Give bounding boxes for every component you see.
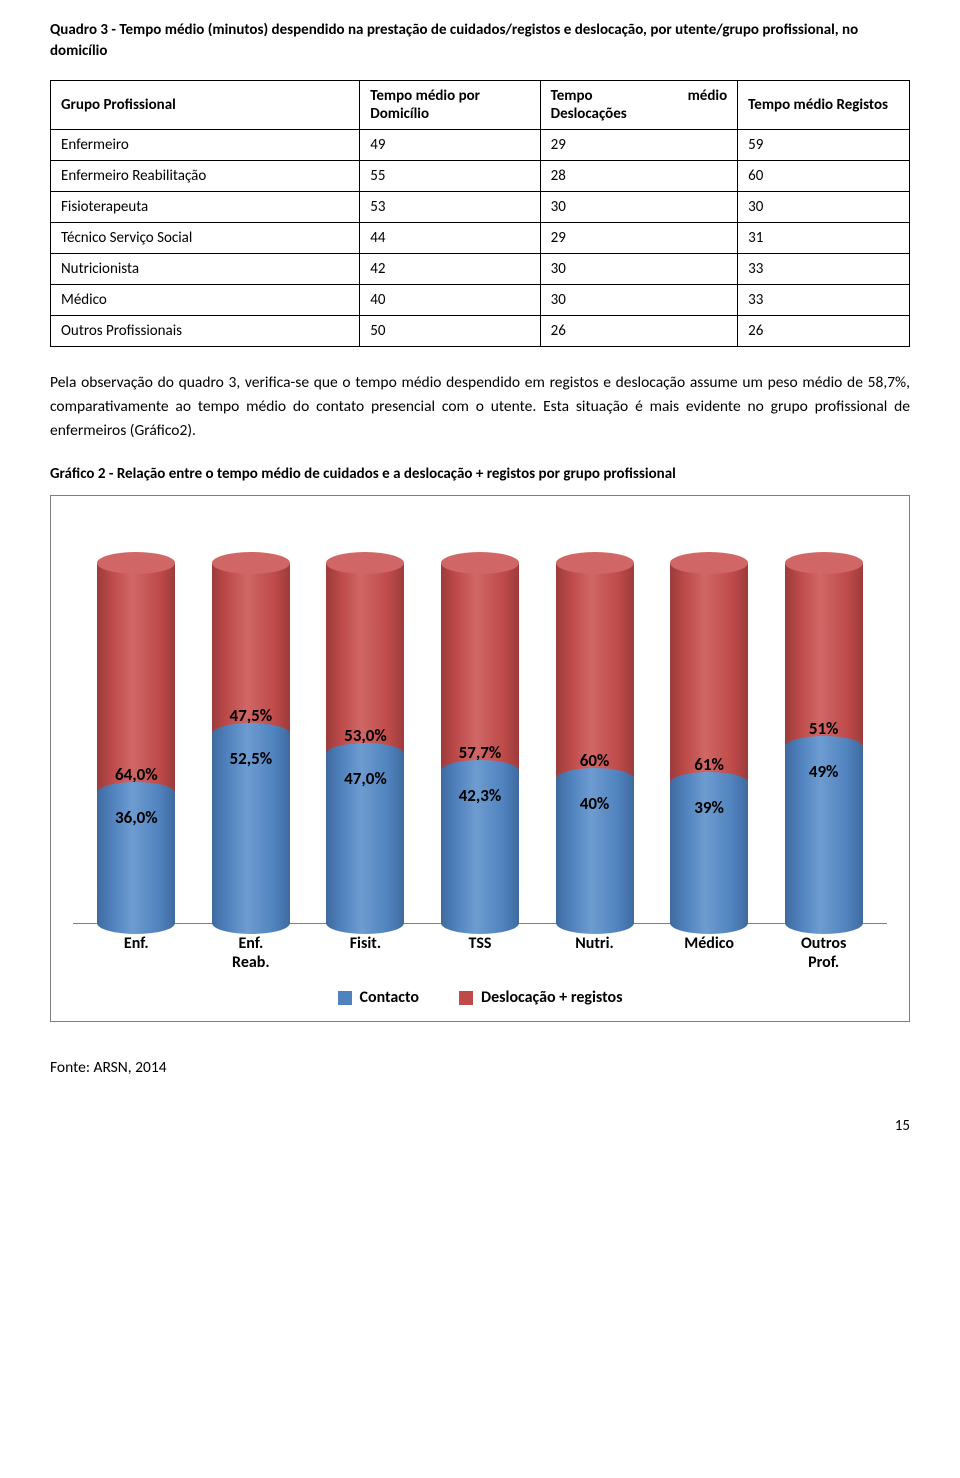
row-label: Técnico Serviço Social (51, 223, 360, 254)
bar-segment-contacto: 40% (556, 779, 634, 923)
legend-label-deslocacao: Deslocação + registos (481, 988, 623, 1007)
bar-segment-contacto: 36,0% (97, 793, 175, 923)
bar-segment-deslocacao: 64,0% (97, 563, 175, 793)
source-text: Fonte: ARSN, 2014 (50, 1058, 910, 1077)
x-axis-label: Fisit. (320, 934, 410, 972)
chart-container: 64,0% 36,0% 47,5% 52,5% 53,0% 47,0% 57,7% 42,3%… (50, 495, 910, 1022)
bar-label-contacto: 42,3% (441, 785, 519, 806)
row-label: Médico (51, 285, 360, 316)
bar-segment-contacto: 47,0% (326, 754, 404, 923)
cell-domicilio: 49 (360, 130, 540, 161)
bar-column: 53,0% 47,0% (320, 563, 410, 923)
cell-domicilio: 55 (360, 161, 540, 192)
x-axis-label: OutrosProf. (779, 934, 869, 972)
cell-domicilio: 40 (360, 285, 540, 316)
cylinder-bar: 53,0% 47,0% (326, 563, 404, 923)
bar-segment-contacto: 39% (670, 783, 748, 923)
bar-segment-contacto: 42,3% (441, 771, 519, 923)
quadro3-title: Quadro 3 - Tempo médio (minutos) despend… (50, 20, 910, 62)
cell-deslocacoes: 30 (540, 254, 738, 285)
cylinder-bar: 60% 40% (556, 563, 634, 923)
cell-deslocacoes: 29 (540, 130, 738, 161)
bar-column: 57,7% 42,3% (435, 563, 525, 923)
bar-segment-deslocacao: 60% (556, 563, 634, 779)
x-axis-label: Nutri. (550, 934, 640, 972)
legend-swatch-contacto (338, 991, 352, 1005)
x-axis-label: Médico (664, 934, 754, 972)
bar-segment-deslocacao: 53,0% (326, 563, 404, 754)
cell-domicilio: 44 (360, 223, 540, 254)
row-label: Fisioterapeuta (51, 192, 360, 223)
cylinder-bar: 47,5% 52,5% (212, 563, 290, 923)
bar-segment-contacto: 52,5% (212, 734, 290, 923)
table-header-row: Grupo Profissional Tempo médio por Domic… (51, 81, 910, 130)
chart-legend: Contacto Deslocação + registos (73, 988, 887, 1007)
bar-segment-deslocacao: 51% (785, 563, 863, 747)
row-label: Nutricionista (51, 254, 360, 285)
grafico2-title: Gráfico 2 - Relação entre o tempo médio … (50, 465, 910, 483)
cell-registos: 59 (738, 130, 910, 161)
col-grupo: Grupo Profissional (51, 81, 360, 130)
bar-column: 64,0% 36,0% (91, 563, 181, 923)
cell-registos: 31 (738, 223, 910, 254)
legend-swatch-deslocacao (459, 991, 473, 1005)
bar-label-contacto: 40% (556, 793, 634, 814)
cell-deslocacoes: 30 (540, 192, 738, 223)
cell-deslocacoes: 28 (540, 161, 738, 192)
cell-registos: 33 (738, 285, 910, 316)
cell-deslocacoes: 26 (540, 316, 738, 347)
row-label: Enfermeiro Reabilitação (51, 161, 360, 192)
cell-deslocacoes: 30 (540, 285, 738, 316)
row-label: Enfermeiro (51, 130, 360, 161)
cylinder-bar: 64,0% 36,0% (97, 563, 175, 923)
bar-segment-deslocacao: 57,7% (441, 563, 519, 771)
cell-domicilio: 53 (360, 192, 540, 223)
table-row: Enfermeiro Reabilitação552860 (51, 161, 910, 192)
x-axis-label: TSS (435, 934, 525, 972)
bar-segment-deslocacao: 61% (670, 563, 748, 783)
bar-column: 60% 40% (550, 563, 640, 923)
cell-registos: 60 (738, 161, 910, 192)
x-axis-label: Enf.Reab. (206, 934, 296, 972)
cell-registos: 30 (738, 192, 910, 223)
bar-column: 47,5% 52,5% (206, 563, 296, 923)
cell-deslocacoes: 29 (540, 223, 738, 254)
x-axis-label: Enf. (91, 934, 181, 972)
cylinder-bar: 61% 39% (670, 563, 748, 923)
cylinder-bar: 51% 49% (785, 563, 863, 923)
cell-registos: 33 (738, 254, 910, 285)
bar-label-contacto: 52,5% (212, 748, 290, 769)
bar-column: 51% 49% (779, 563, 869, 923)
bar-label-contacto: 49% (785, 761, 863, 782)
table-row: Outros Profissionais502626 (51, 316, 910, 347)
row-label: Outros Profissionais (51, 316, 360, 347)
legend-contacto: Contacto (338, 988, 419, 1007)
cell-domicilio: 50 (360, 316, 540, 347)
bar-segment-contacto: 49% (785, 747, 863, 923)
col-domicilio: Tempo médio por Domicílio (360, 81, 540, 130)
bar-label-contacto: 39% (670, 797, 748, 818)
table-row: Técnico Serviço Social442931 (51, 223, 910, 254)
bar-label-contacto: 36,0% (97, 807, 175, 828)
table-row: Fisioterapeuta533030 (51, 192, 910, 223)
page-number: 15 (50, 1117, 910, 1135)
table-row: Nutricionista423033 (51, 254, 910, 285)
chart-plot-area: 64,0% 36,0% 47,5% 52,5% 53,0% 47,0% 57,7% 42,3%… (73, 514, 887, 924)
col-deslocacoes: Tempomédio Deslocações (540, 81, 738, 130)
table-row: Enfermeiro492959 (51, 130, 910, 161)
bar-segment-deslocacao: 47,5% (212, 563, 290, 734)
cell-registos: 26 (738, 316, 910, 347)
bar-column: 61% 39% (664, 563, 754, 923)
col-registos: Tempo médio Registos (738, 81, 910, 130)
legend-label-contacto: Contacto (360, 988, 419, 1007)
analysis-paragraph: Pela observação do quadro 3, verifica-se… (50, 371, 910, 443)
quadro3-table: Grupo Profissional Tempo médio por Domic… (50, 80, 910, 347)
table-row: Médico403033 (51, 285, 910, 316)
bar-label-contacto: 47,0% (326, 768, 404, 789)
cylinder-bar: 57,7% 42,3% (441, 563, 519, 923)
cell-domicilio: 42 (360, 254, 540, 285)
legend-deslocacao: Deslocação + registos (459, 988, 623, 1007)
